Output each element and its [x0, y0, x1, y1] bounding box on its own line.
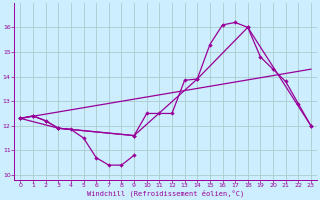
X-axis label: Windchill (Refroidissement éolien,°C): Windchill (Refroidissement éolien,°C): [87, 190, 244, 197]
